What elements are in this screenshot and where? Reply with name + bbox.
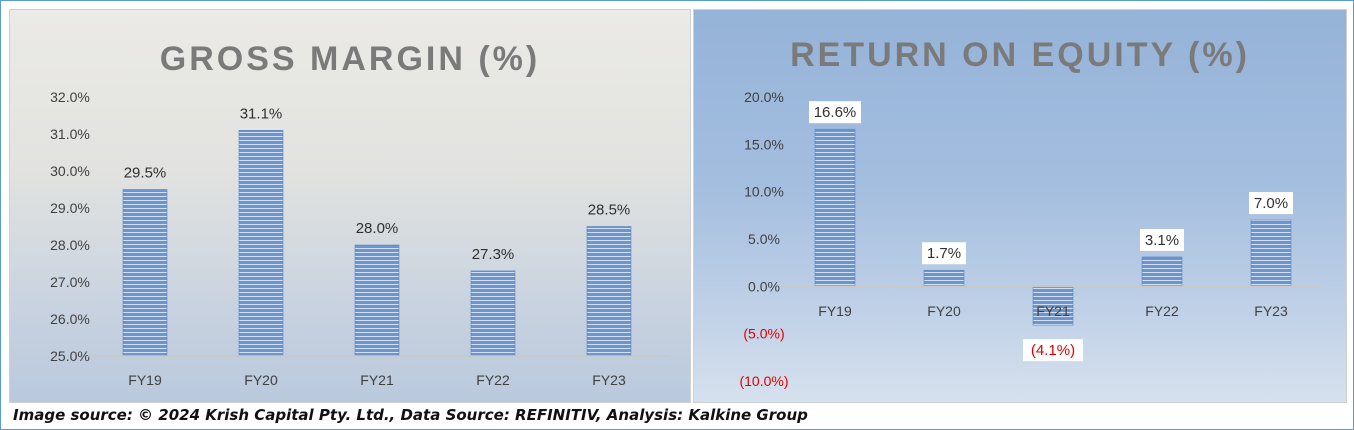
y-tick-label: 15.0% bbox=[744, 136, 784, 152]
data-label: 29.5% bbox=[124, 165, 167, 182]
y-tick-label: 32.0% bbox=[50, 89, 90, 105]
x-tick-label: FY21 bbox=[1036, 303, 1070, 319]
data-label: 28.5% bbox=[588, 202, 631, 219]
x-tick-label: FY22 bbox=[476, 372, 510, 388]
y-tick-label: 10.0% bbox=[744, 184, 784, 200]
data-label: (4.1%) bbox=[1031, 342, 1075, 359]
y-tick-label: (5.0%) bbox=[743, 326, 784, 342]
y-tick-label: 20.0% bbox=[744, 89, 784, 105]
data-label: 3.1% bbox=[1145, 232, 1179, 249]
bar bbox=[238, 130, 284, 357]
y-tick-label: 26.0% bbox=[50, 311, 90, 327]
chart-title: GROSS MARGIN (%) bbox=[159, 40, 541, 78]
data-label-box bbox=[1140, 228, 1184, 251]
x-tick-label: FY23 bbox=[592, 372, 626, 388]
data-label: 27.3% bbox=[472, 246, 515, 263]
data-label-box bbox=[922, 242, 966, 265]
bar bbox=[1141, 256, 1183, 287]
y-tick-label: 27.0% bbox=[50, 274, 90, 290]
y-tick-label: 0.0% bbox=[748, 278, 780, 294]
x-tick-label: FY21 bbox=[360, 372, 394, 388]
bar bbox=[470, 270, 516, 357]
y-tick-label: 5.0% bbox=[748, 231, 780, 247]
data-label-box bbox=[1249, 192, 1293, 215]
x-tick-label: FY19 bbox=[818, 303, 852, 319]
bar bbox=[1032, 286, 1074, 326]
return-on-equity-chart: RETURN ON EQUITY (%) (10.0%) (5.0%) 0.0% 5.… bbox=[693, 9, 1347, 403]
data-label: 31.1% bbox=[240, 105, 283, 122]
bar bbox=[1250, 219, 1292, 287]
return-on-equity-plot: (10.0%) (5.0%) 0.0% 5.0% 10.0% 15.0% 20.0% FY19… bbox=[739, 89, 1324, 389]
data-label: 7.0% bbox=[1254, 195, 1288, 212]
y-tick-label: 29.0% bbox=[50, 200, 90, 216]
x-tick-label: FY23 bbox=[1254, 303, 1288, 319]
data-label-box bbox=[1023, 339, 1083, 362]
bar bbox=[814, 128, 856, 287]
data-label: 1.7% bbox=[927, 245, 961, 262]
x-tick-label: FY20 bbox=[927, 303, 961, 319]
y-tick-label: 25.0% bbox=[50, 348, 90, 364]
data-label: 16.6% bbox=[814, 104, 857, 121]
image-source-caption: Image source: © 2024 Krish Capital Pty. … bbox=[13, 406, 808, 424]
gross-margin-plot: 25.0% 26.0% 27.0% 28.0% 29.0% 30.0% 31.0% 32.0%… bbox=[50, 89, 670, 388]
y-tick-label: 30.0% bbox=[50, 163, 90, 179]
chart-title: RETURN ON EQUITY (%) bbox=[790, 36, 1250, 74]
data-label: 28.0% bbox=[356, 220, 399, 237]
bar bbox=[122, 189, 168, 357]
data-label-box bbox=[809, 101, 861, 124]
y-tick-label: (10.0%) bbox=[739, 373, 788, 389]
x-tick-label: FY19 bbox=[128, 372, 162, 388]
x-tick-label: FY20 bbox=[244, 372, 278, 388]
y-tick-label: 28.0% bbox=[50, 237, 90, 253]
gross-margin-chart: GROSS MARGIN (%) 25.0% 26.0% 27.0% 28.0% 29.… bbox=[9, 9, 691, 403]
bar bbox=[354, 244, 400, 357]
x-tick-label: FY22 bbox=[1145, 303, 1179, 319]
bar bbox=[923, 269, 965, 287]
y-tick-label: 31.0% bbox=[50, 126, 90, 142]
bar bbox=[586, 226, 632, 357]
